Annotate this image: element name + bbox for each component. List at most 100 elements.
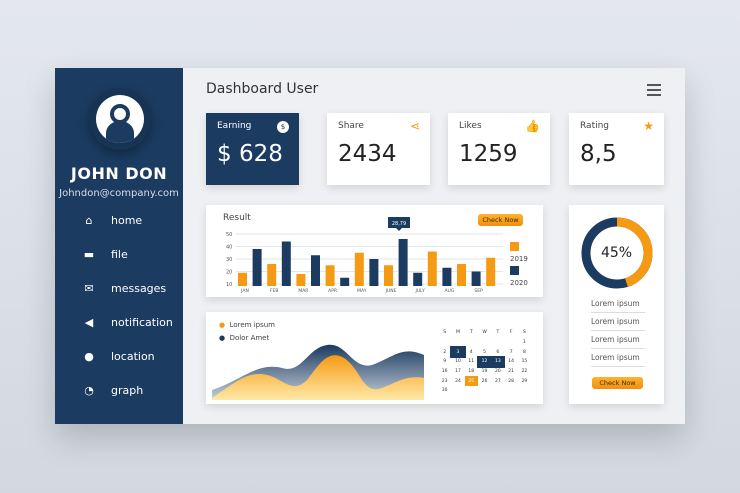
stat-card-likes: Likes 👍 1259 (448, 113, 550, 185)
x-tick-label: SEP (474, 288, 483, 294)
bar-2019 (427, 251, 437, 286)
sidebar-item-graph[interactable]: ◔ graph (84, 384, 144, 397)
chart-check-now-button[interactable]: Check Now (478, 214, 523, 226)
y-tick-label: 30 (226, 257, 232, 263)
calendar-day[interactable]: 6 (496, 349, 500, 355)
user-name: JOHN DON (70, 164, 168, 183)
user-icon (106, 104, 134, 143)
y-tick-label: 20 (226, 270, 232, 276)
thumbs-up-icon: 👍 (525, 119, 540, 133)
bar-2020 (340, 277, 350, 286)
x-tick-label: JUNE (385, 288, 397, 294)
y-tick-label: 50 (226, 232, 232, 238)
bar-2020 (442, 267, 452, 286)
calendar-weekday: T (469, 330, 473, 336)
stat-card-rating: Rating ★ 8,5 (569, 113, 664, 185)
legend-lorem: ● Lorem ipsum (219, 321, 275, 329)
calendar-day[interactable]: 25 (464, 376, 478, 387)
legend-dolor: ● Dolor Amet (219, 334, 270, 342)
bar-2019 (457, 264, 466, 286)
calendar-day[interactable]: 11 (468, 359, 475, 365)
calendar-day[interactable]: 23 (441, 378, 448, 384)
dashboard-window: JOHN DON Johndon@company.com ⌂ home ▬ file ✉… (55, 68, 685, 424)
calendar-day[interactable]: 26 (481, 378, 488, 384)
hamburger-menu-icon[interactable] (647, 84, 661, 99)
area-series-lorem (212, 355, 424, 400)
calendar-weekday: T (496, 330, 500, 336)
donut-percent: 45% (600, 245, 633, 261)
calendar-day[interactable]: 20 (494, 369, 501, 375)
megaphone-icon: ◀ (84, 316, 94, 329)
folder-icon: ▬ (83, 248, 95, 261)
calendar-day[interactable]: 18 (468, 369, 475, 375)
calendar-weekday: F (509, 330, 513, 336)
chart-title: Result (223, 213, 251, 223)
bar-2020 (369, 259, 379, 286)
calendar-day[interactable]: 28 (508, 378, 514, 384)
donut-card: 45% Lorem ipsum Lorem ipsum Lorem ipsum Lor… (569, 205, 664, 404)
calendar-day[interactable]: 10 (455, 359, 461, 365)
calendar-day[interactable]: 14 (508, 359, 514, 365)
sidebar-item-messages[interactable]: ✉ messages (84, 282, 167, 295)
x-tick-label: APR (328, 288, 337, 294)
calendar-day[interactable]: 13 (490, 356, 506, 368)
calendar-day[interactable]: 1 (522, 340, 526, 346)
calendar-day[interactable]: 19 (481, 369, 488, 375)
dollar-icon: $ (277, 121, 289, 133)
calendar-day[interactable]: 29 (521, 378, 528, 384)
y-tick-label: 40 (226, 245, 232, 251)
donut-value-arc (581, 217, 653, 289)
calendar-day[interactable]: 21 (508, 369, 514, 375)
bar-2020 (281, 241, 291, 286)
donut-list-item: Lorem ipsum (591, 353, 645, 367)
avatar (89, 88, 151, 150)
calendar-day[interactable]: 12 (476, 356, 493, 368)
donut-list-item: Lorem ipsum (591, 335, 645, 349)
calendar-day[interactable]: 22 (521, 369, 528, 375)
sidebar-item-notification[interactable]: ◀ notification (84, 316, 173, 329)
donut-list-item: Lorem ipsum (591, 299, 645, 313)
stat-card-earning: Earning $ $ 628 (206, 113, 299, 185)
tooltip (388, 217, 410, 228)
calendar-day[interactable]: 4 (469, 349, 473, 355)
bar-2019 (486, 257, 496, 286)
calendar-day[interactable]: 8 (522, 349, 526, 355)
calendar-day[interactable]: 27 (494, 378, 501, 384)
calendar-day[interactable]: 16 (441, 369, 448, 375)
calendar-day[interactable]: 3 (450, 346, 466, 359)
calendar-day[interactable]: 5 (483, 349, 486, 355)
calendar-day[interactable]: 30 (441, 388, 448, 394)
pin-icon: ● (84, 350, 94, 363)
legend-swatch-2019 (510, 242, 519, 251)
x-tick-label: MAY (357, 288, 367, 294)
bar-2019 (238, 272, 247, 286)
bar-2019 (384, 265, 393, 286)
calendar-day[interactable]: 9 (443, 359, 447, 365)
calendar-day[interactable]: 24 (455, 378, 461, 384)
result-chart-card: Result Check Now 10 20 30 40 50 JAN FEB MAR APR M… (206, 205, 543, 297)
donut-check-now-button[interactable]: Check Now (592, 377, 643, 389)
user-email: Johndon@company.com (59, 188, 179, 199)
sidebar-item-home[interactable]: ⌂ home (83, 214, 143, 227)
calendar-day[interactable]: 7 (509, 349, 513, 355)
x-tick-label: JAN (240, 288, 249, 294)
bar-2019 (325, 265, 335, 286)
bar-2020 (311, 255, 320, 286)
calendar-weekday: W (482, 330, 487, 336)
envelope-icon: ✉ (84, 282, 94, 295)
calendar-day[interactable]: 2 (443, 349, 447, 355)
x-tick-label: FEB (270, 288, 279, 294)
calendar-day[interactable]: 15 (521, 359, 528, 365)
bar-2020 (252, 249, 262, 286)
share-icon: ⋖ (409, 119, 420, 133)
area-chart (212, 344, 424, 400)
calendar-day[interactable]: 17 (455, 369, 461, 375)
y-tick-label: 10 (226, 282, 232, 288)
home-icon: ⌂ (85, 214, 93, 227)
calendar: S M T W T F S 1 2 3 4 5 6 7 8 9 10 11 12 13 14 15 16 17 18 19 20 21… (438, 328, 531, 396)
sidebar-item-location[interactable]: ● location (84, 350, 155, 363)
sidebar-item-file[interactable]: ▬ file (83, 248, 128, 261)
bar-2019 (267, 264, 277, 286)
calendar-weekday: S (523, 330, 526, 336)
